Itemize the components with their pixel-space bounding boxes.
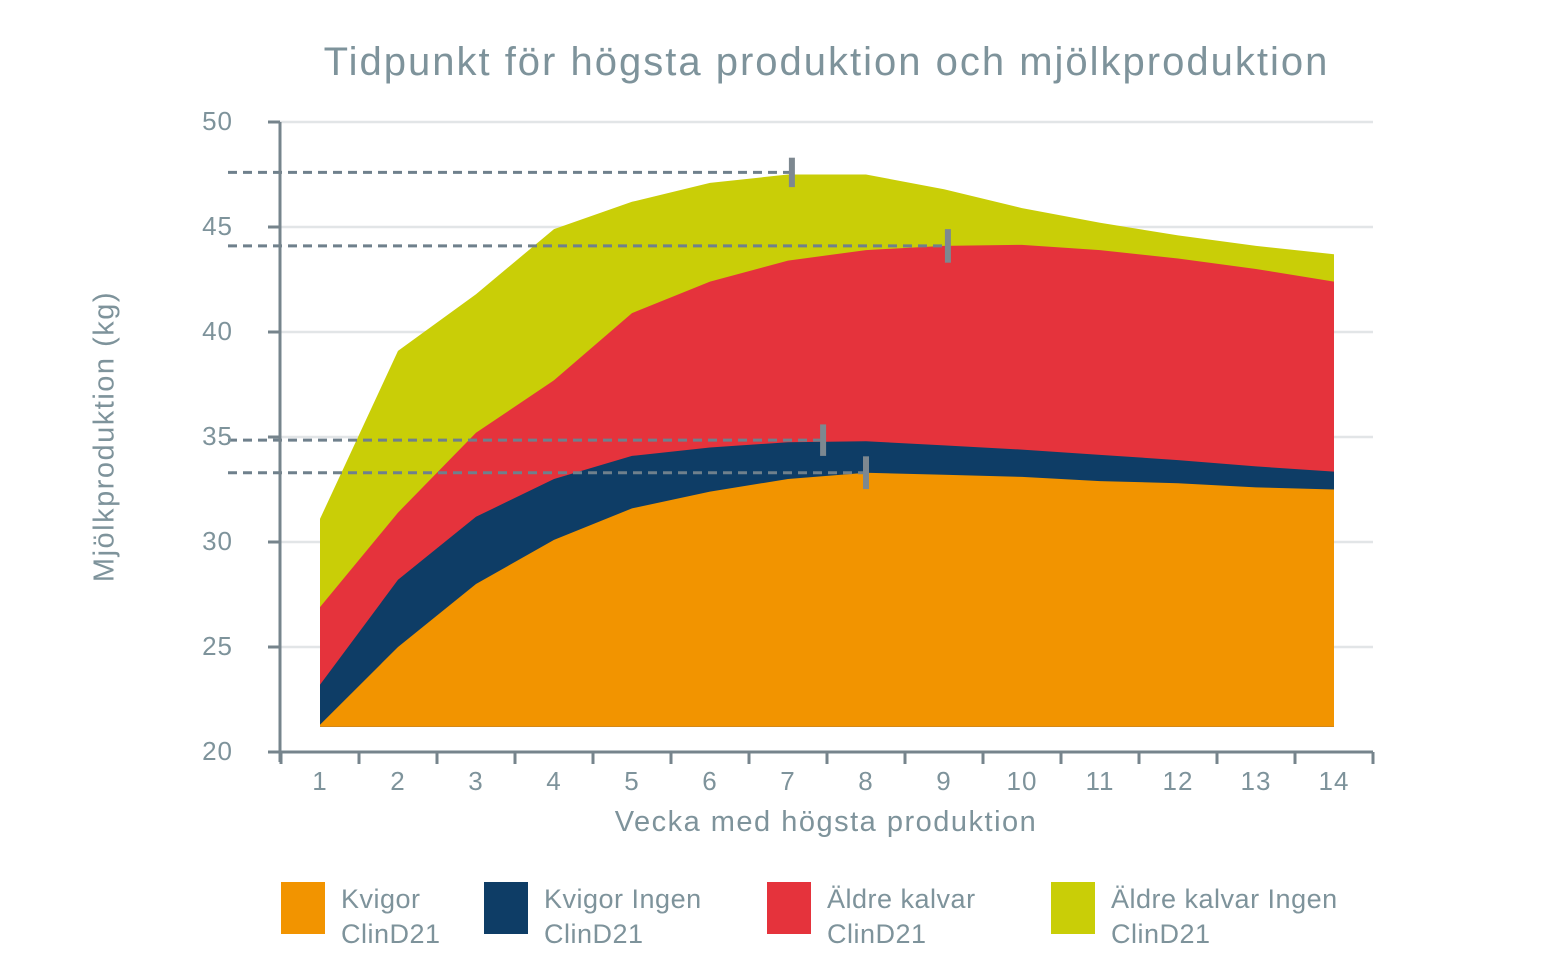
peak-week-marker-aldre-kalvar-clind21 xyxy=(944,229,951,263)
y-tick-label-25: 25 xyxy=(202,631,233,661)
y-tick-label-30: 30 xyxy=(202,526,233,556)
y-tick-label-45: 45 xyxy=(202,211,233,241)
x-tick-label-1: 1 xyxy=(312,766,328,796)
x-tick-label-3: 3 xyxy=(468,766,484,796)
area-kvigor-clind21 xyxy=(320,472,1334,727)
peak-week-marker-kvigor-clind21 xyxy=(863,456,869,490)
legend-label-kvigor-clind21: Kvigor ClinD21 xyxy=(341,884,441,949)
legend-label-kvigor-ingen-clind21: Kvigor Ingen ClinD21 xyxy=(544,884,702,949)
x-tick-label-9: 9 xyxy=(936,766,952,796)
x-tick-label-11: 11 xyxy=(1085,766,1115,796)
x-tick-label-12: 12 xyxy=(1162,766,1194,796)
x-axis-title: Vecka med högsta produktion xyxy=(614,806,1038,838)
legend-swatch-aldre-kalvar-clind21 xyxy=(767,882,811,934)
peak-week-marker-aldre-kalvar-ingen-clind21 xyxy=(788,157,795,188)
legend-item-kvigor-clind21: Kvigor ClinD21 xyxy=(281,882,441,952)
y-tick-label-40: 40 xyxy=(202,316,233,346)
x-tick-label-6: 6 xyxy=(702,766,718,796)
peak-week-marker-kvigor-ingen-clind21 xyxy=(820,424,827,456)
x-tick-label-5: 5 xyxy=(624,766,640,796)
legend-item-aldre-kalvar-clind21: Äldre kalvar ClinD21 xyxy=(767,882,976,952)
y-tick-label-20: 20 xyxy=(202,736,233,766)
chart-title: Tidpunkt för högsta produktion och mjölk… xyxy=(323,40,1330,84)
x-tick-label-10: 10 xyxy=(1006,766,1038,796)
legend-swatch-aldre-kalvar-ingen-clind21 xyxy=(1051,882,1095,934)
legend-swatch-kvigor-ingen-clind21 xyxy=(484,882,528,934)
x-tick-label-4: 4 xyxy=(546,766,562,796)
legend-label-aldre-kalvar-ingen-clind21: Äldre kalvar Ingen ClinD21 xyxy=(1111,884,1338,949)
legend-item-aldre-kalvar-ingen-clind21: Äldre kalvar Ingen ClinD21 xyxy=(1051,882,1338,952)
y-tick-label-50: 50 xyxy=(202,106,233,136)
legend-item-kvigor-ingen-clind21: Kvigor Ingen ClinD21 xyxy=(484,882,702,952)
x-tick-label-13: 13 xyxy=(1240,766,1272,796)
x-tick-label-7: 7 xyxy=(780,766,796,796)
y-tick-label-35: 35 xyxy=(202,421,233,451)
legend-swatch-kvigor-clind21 xyxy=(281,882,325,934)
milk-production-area-chart xyxy=(228,120,1375,764)
x-tick-label-2: 2 xyxy=(390,766,406,796)
x-tick-label-14: 14 xyxy=(1318,766,1350,796)
x-tick-label-8: 8 xyxy=(858,766,874,796)
legend-label-aldre-kalvar-clind21: Äldre kalvar ClinD21 xyxy=(827,884,976,949)
